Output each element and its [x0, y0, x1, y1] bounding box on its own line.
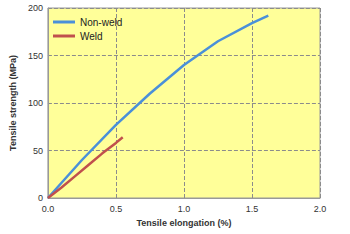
svg-text:150: 150: [28, 51, 43, 61]
svg-text:1.5: 1.5: [246, 204, 259, 214]
svg-text:50: 50: [33, 146, 43, 156]
svg-text:2.0: 2.0: [314, 204, 327, 214]
svg-text:Weld: Weld: [80, 31, 103, 42]
svg-text:0.5: 0.5: [110, 204, 123, 214]
svg-text:100: 100: [28, 98, 43, 108]
svg-text:Tensile elongation (%): Tensile elongation (%): [137, 218, 232, 228]
svg-text:1.0: 1.0: [178, 204, 191, 214]
svg-text:Tensile strength (MPa): Tensile strength (MPa): [8, 55, 18, 151]
svg-text:200: 200: [28, 3, 43, 13]
svg-text:0.0: 0.0: [42, 204, 55, 214]
svg-text:0: 0: [38, 193, 43, 203]
svg-text:Non-weld: Non-weld: [80, 17, 122, 28]
